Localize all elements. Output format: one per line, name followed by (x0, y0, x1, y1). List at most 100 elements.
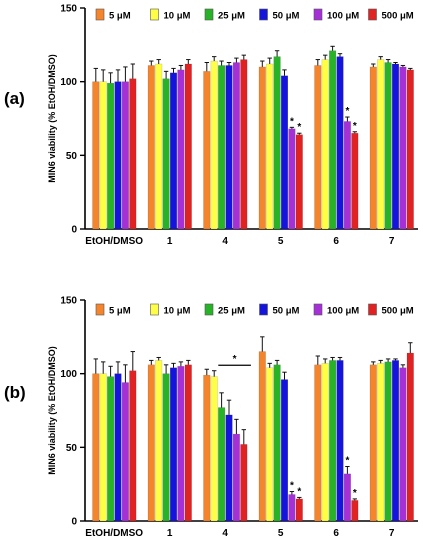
bar (392, 63, 400, 230)
bar (288, 494, 296, 522)
bar (177, 69, 185, 230)
bar (218, 407, 226, 522)
bar (203, 374, 211, 522)
legend-label: 10 μM (164, 306, 191, 317)
bar (273, 56, 281, 230)
bar (384, 361, 392, 522)
y-axis-title: MIN6 viability (% EtOH/DMSO) (47, 54, 57, 183)
bar (258, 351, 266, 522)
bar (155, 360, 163, 522)
bar (203, 71, 211, 230)
legend-label: 25 μM (218, 306, 245, 317)
x-category-label: EtOH/DMSO (85, 528, 143, 539)
legend-swatch (313, 303, 323, 316)
bar (295, 498, 303, 522)
bar (184, 63, 192, 230)
bar (377, 59, 385, 230)
bar (266, 367, 274, 522)
significance-star: * (297, 486, 301, 497)
y-axis-title: MIN6 viability (% EtOH/DMSO) (47, 346, 57, 475)
bar (343, 121, 351, 230)
y-tick-label: 0 (71, 517, 77, 528)
x-category-label: 6 (333, 236, 339, 247)
bar (232, 62, 240, 230)
bar (210, 376, 218, 522)
legend-swatch (95, 303, 105, 316)
legend-label: 5 μM (109, 11, 131, 22)
bar (392, 360, 400, 522)
bar (281, 379, 289, 522)
bar (336, 56, 344, 230)
x-category-label: 1 (167, 528, 173, 539)
legend-swatch (313, 8, 323, 21)
bar (281, 75, 289, 230)
bar (314, 364, 322, 522)
bar (210, 60, 218, 230)
significance-star: * (290, 116, 294, 127)
bar (99, 373, 107, 522)
bar (369, 364, 377, 522)
significance-star: * (353, 121, 357, 132)
bar (162, 373, 170, 522)
bar (288, 128, 296, 230)
bar (169, 72, 177, 230)
bar (232, 433, 240, 522)
bar (92, 373, 100, 522)
legend-swatch (150, 303, 159, 316)
bar (121, 382, 129, 522)
significance-star: * (233, 354, 237, 365)
bar (399, 66, 407, 230)
legend-label: 10 μM (164, 11, 191, 22)
y-tick-label: 100 (60, 77, 77, 88)
bar (147, 364, 155, 522)
bar (384, 62, 392, 230)
bar (321, 363, 329, 522)
legend-swatch (204, 303, 214, 316)
bar (99, 81, 107, 230)
x-category-label: 5 (278, 528, 284, 539)
bar (329, 360, 337, 522)
significance-star: * (345, 106, 349, 117)
bar (321, 59, 329, 230)
x-category-label: 6 (333, 528, 339, 539)
y-tick-label: 150 (60, 296, 77, 307)
bar (273, 364, 281, 522)
bar (314, 65, 322, 230)
bar (240, 59, 248, 230)
legend-label: 25 μM (218, 11, 245, 22)
legend-label: 500 μM (382, 11, 414, 22)
x-category-label: 1 (167, 236, 173, 247)
bar (162, 78, 170, 230)
legend-swatch (368, 8, 377, 21)
bar (129, 370, 137, 522)
bar (92, 81, 100, 230)
bar (406, 352, 414, 522)
bar (351, 133, 359, 230)
legend-label: 100 μM (327, 306, 359, 317)
bar (147, 65, 155, 230)
significance-star: * (353, 488, 357, 499)
x-category-label: 4 (222, 528, 228, 539)
bar (336, 360, 344, 522)
legend-label: 50 μM (273, 306, 300, 317)
legend-swatch (259, 8, 268, 21)
bar (107, 376, 115, 522)
panel-b: (b) MIN6 viability (% EtOH/DMSO)050100150… (4, 296, 418, 539)
bar (399, 367, 407, 522)
bar (107, 82, 115, 230)
bar (406, 69, 414, 230)
y-tick-label: 50 (66, 151, 78, 162)
bar (225, 414, 233, 522)
bar (121, 81, 129, 230)
bar (295, 134, 303, 230)
bar (225, 65, 233, 230)
bar (266, 63, 274, 230)
legend-label: 50 μM (273, 11, 300, 22)
y-tick-label: 100 (60, 369, 77, 380)
bar (114, 373, 122, 522)
legend-swatch (259, 303, 268, 316)
bar (369, 66, 377, 230)
bar (351, 500, 359, 522)
panel-label: (a) (4, 89, 25, 108)
legend-swatch (95, 8, 105, 21)
